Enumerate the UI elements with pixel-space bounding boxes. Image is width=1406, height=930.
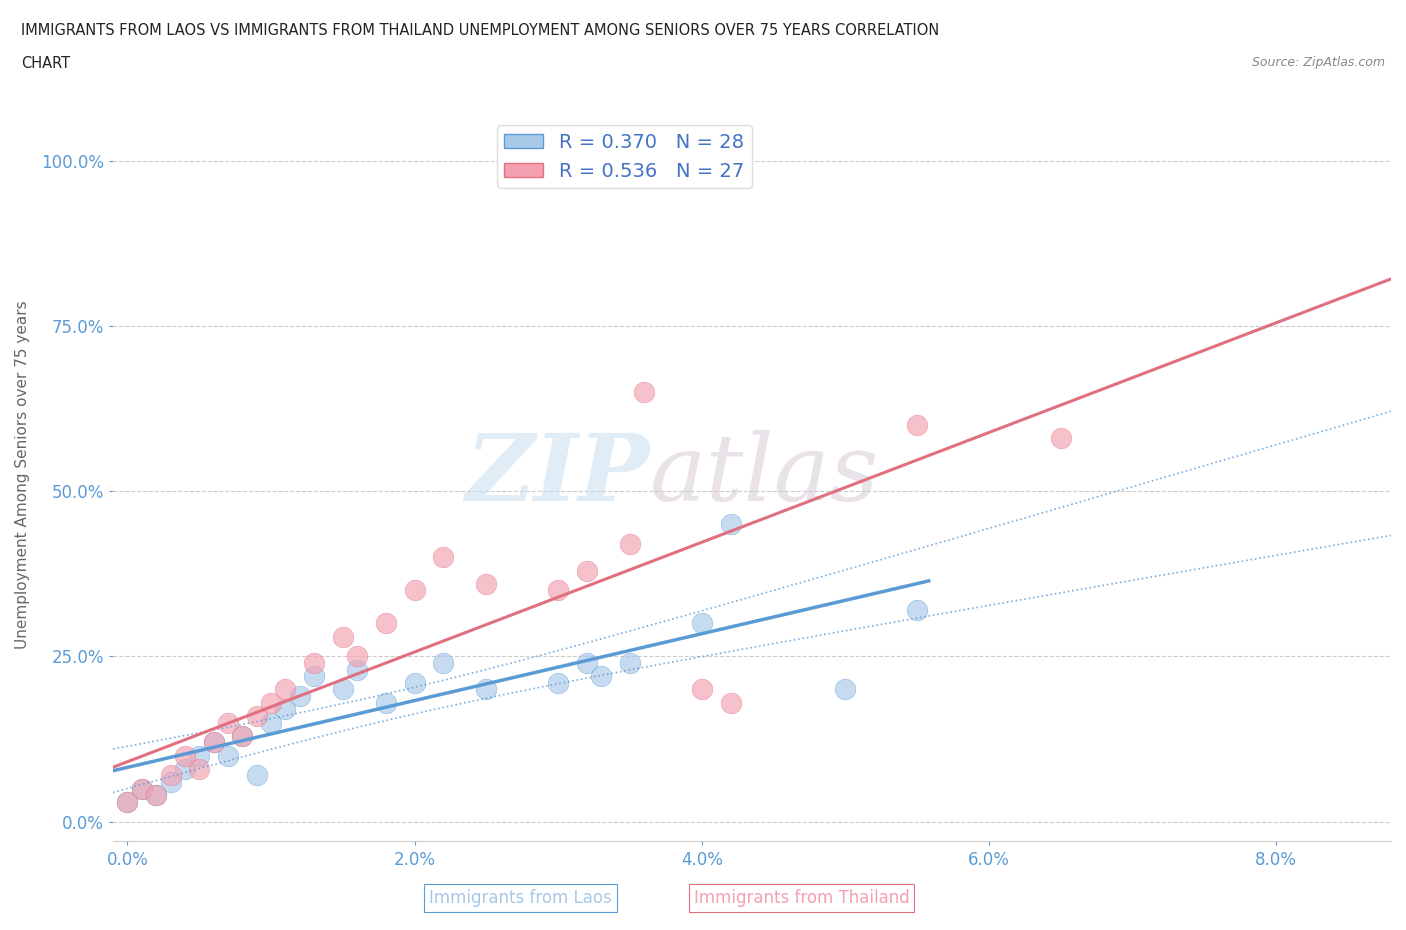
Point [905,603,928,618]
Point [834,682,856,697]
Point [619,656,641,671]
Point [475,682,498,697]
Point [302,656,325,671]
Point [374,616,396,631]
Point [145,788,167,803]
Point [174,748,197,763]
Point [246,768,269,783]
Point [1049,431,1071,445]
Point [246,709,269,724]
Point [217,715,239,730]
Point [260,696,283,711]
Point [159,768,181,783]
Point [274,682,297,697]
Point [346,649,368,664]
Point [575,656,598,671]
Point [302,669,325,684]
Point [332,682,354,697]
Point [145,788,167,803]
Text: atlas: atlas [650,430,879,520]
Point [231,728,253,743]
Point [117,794,139,809]
Point [174,762,197,777]
Point [288,688,311,703]
Point [332,630,354,644]
Text: ZIP: ZIP [465,430,650,520]
Text: CHART: CHART [21,56,70,71]
Legend: R = 0.370   N = 28, R = 0.536   N = 27: R = 0.370 N = 28, R = 0.536 N = 27 [496,125,752,189]
Point [260,715,283,730]
Point [619,537,641,551]
Point [720,517,742,532]
Point [690,682,713,697]
Point [404,583,426,598]
Point [131,781,153,796]
Point [547,675,569,690]
Point [633,385,655,400]
Point [432,550,454,565]
Point [159,775,181,790]
Point [432,656,454,671]
Point [188,762,211,777]
Point [547,583,569,598]
Text: Immigrants from Thailand: Immigrants from Thailand [693,889,910,907]
Point [591,669,613,684]
Point [231,728,253,743]
Point [575,563,598,578]
Point [720,696,742,711]
Y-axis label: Unemployment Among Seniors over 75 years: Unemployment Among Seniors over 75 years [15,300,30,649]
Point [217,748,239,763]
Point [346,662,368,677]
Point [475,577,498,591]
Point [131,781,153,796]
Point [188,748,211,763]
Point [274,702,297,717]
Point [690,616,713,631]
Point [905,418,928,432]
Point [374,696,396,711]
Point [117,794,139,809]
Text: Immigrants from Laos: Immigrants from Laos [429,889,612,907]
Text: IMMIGRANTS FROM LAOS VS IMMIGRANTS FROM THAILAND UNEMPLOYMENT AMONG SENIORS OVER: IMMIGRANTS FROM LAOS VS IMMIGRANTS FROM … [21,23,939,38]
Point [202,735,225,750]
Point [404,675,426,690]
Text: Source: ZipAtlas.com: Source: ZipAtlas.com [1251,56,1385,69]
Point [202,735,225,750]
